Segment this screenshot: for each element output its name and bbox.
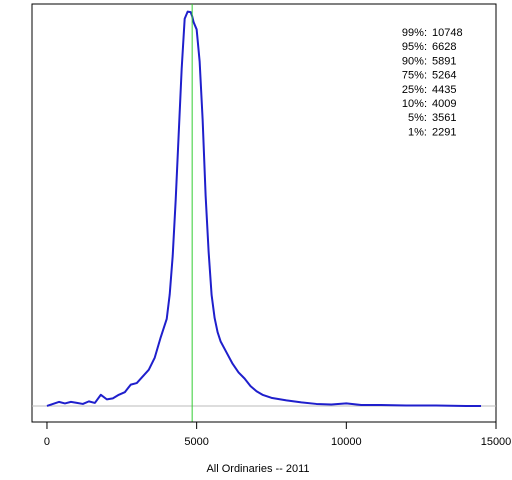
percentile-value: 4009 — [432, 98, 456, 110]
percentile-label: 99%: — [402, 27, 427, 39]
percentile-label: 10%: — [402, 98, 427, 110]
percentile-label: 5%: — [408, 112, 427, 124]
percentile-annotations: 99%: 10748 95%: 6628 90%: 5891 75%: 5264 25%: 443… — [402, 27, 463, 138]
chart-marks — [32, 4, 496, 422]
percentile-label: 90%: — [402, 55, 427, 67]
percentile-label: 1%: — [408, 126, 427, 138]
percentile-label: 25%: — [402, 84, 427, 96]
percentile-value: 3561 — [432, 112, 456, 124]
x-tick-label: 10000 — [331, 436, 362, 448]
x-axis-label: All Ordinaries -- 2011 — [206, 463, 309, 475]
percentile-label: 75%: — [402, 70, 427, 82]
percentile-value: 10748 — [432, 27, 463, 39]
x-tick-label: 5000 — [184, 436, 208, 448]
percentile-value: 5264 — [432, 70, 456, 82]
x-tick-label: 0 — [44, 436, 50, 448]
percentile-value: 4435 — [432, 84, 456, 96]
percentile-value: 5891 — [432, 55, 456, 67]
x-tick-label: 15000 — [481, 436, 512, 448]
percentile-label: 95%: — [402, 41, 427, 53]
x-axis: 0 5000 10000 15000 — [44, 421, 512, 448]
percentile-value: 6628 — [432, 41, 456, 53]
percentile-value: 2291 — [432, 126, 456, 138]
